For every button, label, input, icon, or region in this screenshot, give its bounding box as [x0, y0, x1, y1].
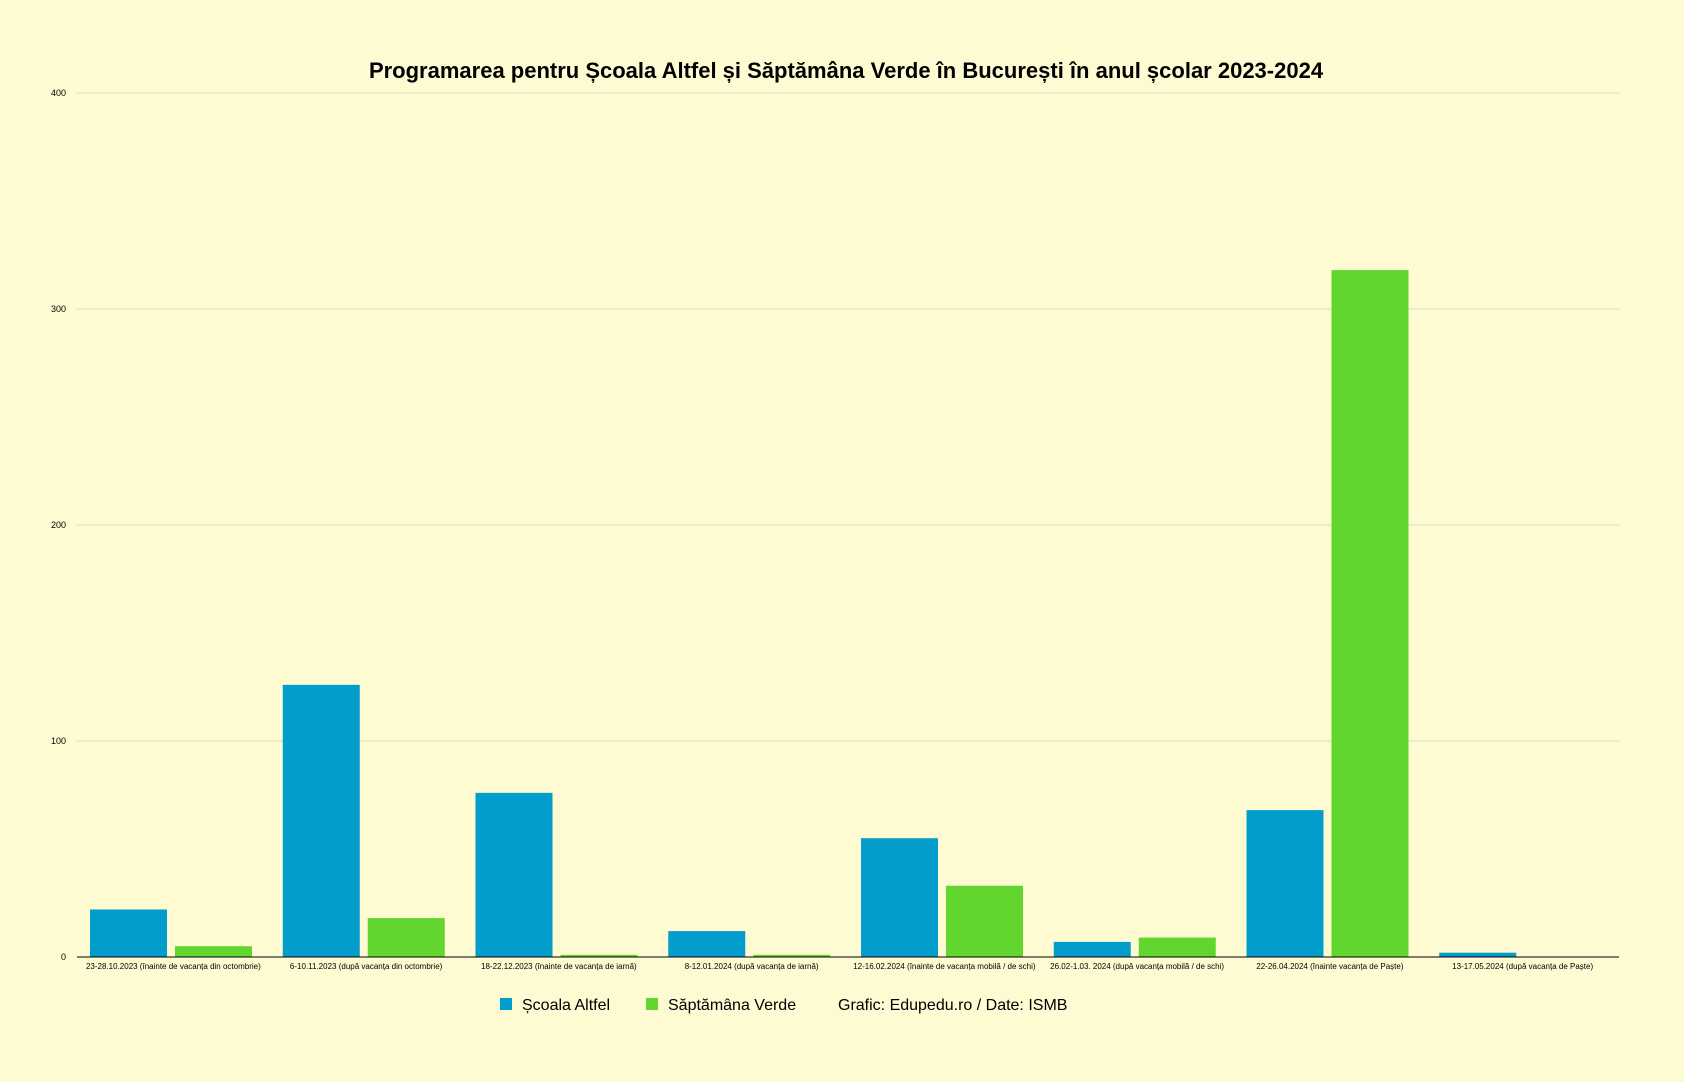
y-tick-label: 0: [61, 952, 66, 962]
bar-saptamana-verde: [753, 954, 831, 957]
x-tick-label: 23-28.10.2023 (înainte de vacanța din oc…: [86, 962, 261, 971]
x-tick-label: 18-22.12.2023 (înainte de vacanța de iar…: [481, 962, 637, 971]
legend-swatch: [646, 998, 658, 1010]
bar-saptamana-verde: [1331, 270, 1409, 957]
bar-saptamana-verde: [175, 946, 252, 957]
y-tick-label: 200: [51, 520, 66, 530]
bar-scoala-altfel: [861, 838, 938, 957]
bar-saptamana-verde: [946, 885, 1023, 957]
chart-credit: Grafic: Edupedu.ro / Date: ISMB: [838, 997, 1067, 1014]
x-tick-label: 22-26.04.2024 (înainte vacanța de Paște): [1256, 962, 1404, 971]
x-tick-label: 8-12.01.2024 (după vacanța de iarnă): [685, 962, 819, 971]
legend-item-saptamana-verde: Săptămâna Verde: [668, 997, 796, 1014]
x-tick-label: 12-16.02.2024 (înainte de vacanța mobilă…: [853, 962, 1036, 971]
bar-scoala-altfel: [668, 931, 746, 957]
x-tick-label: 26.02-1.03. 2024 (după vacanța mobilă / …: [1050, 962, 1224, 971]
bar-scoala-altfel: [1439, 952, 1517, 957]
bar-saptamana-verde: [1138, 937, 1216, 957]
legend-item-scoala-altfel: Școala Altfel: [522, 997, 610, 1014]
chart-title: Programarea pentru Școala Altfel și Săpt…: [369, 58, 1324, 83]
y-axis-ticks: 0 100 200 300 400: [51, 88, 66, 962]
bars: [90, 270, 1517, 957]
bar-scoala-altfel: [475, 792, 553, 957]
y-tick-label: 400: [51, 88, 66, 98]
y-tick-label: 300: [51, 304, 66, 314]
bar-scoala-altfel: [282, 684, 360, 957]
legend-swatch: [500, 998, 512, 1010]
bar-saptamana-verde: [367, 918, 445, 957]
legend: Școala Altfel Săptămâna Verde Grafic: Edup…: [500, 997, 1067, 1014]
y-tick-label: 100: [51, 736, 66, 746]
bar-scoala-altfel: [1246, 810, 1324, 957]
bar-saptamana-verde: [560, 954, 638, 957]
x-axis-ticks: 23-28.10.2023 (înainte de vacanța din oc…: [86, 962, 1593, 971]
x-tick-label: 13-17.05.2024 (după vacanța de Paște): [1452, 962, 1593, 971]
bar-scoala-altfel: [1053, 941, 1131, 957]
x-tick-label: 6-10.11.2023 (după vacanța din octombrie…: [290, 962, 443, 971]
bar-scoala-altfel: [90, 909, 167, 957]
